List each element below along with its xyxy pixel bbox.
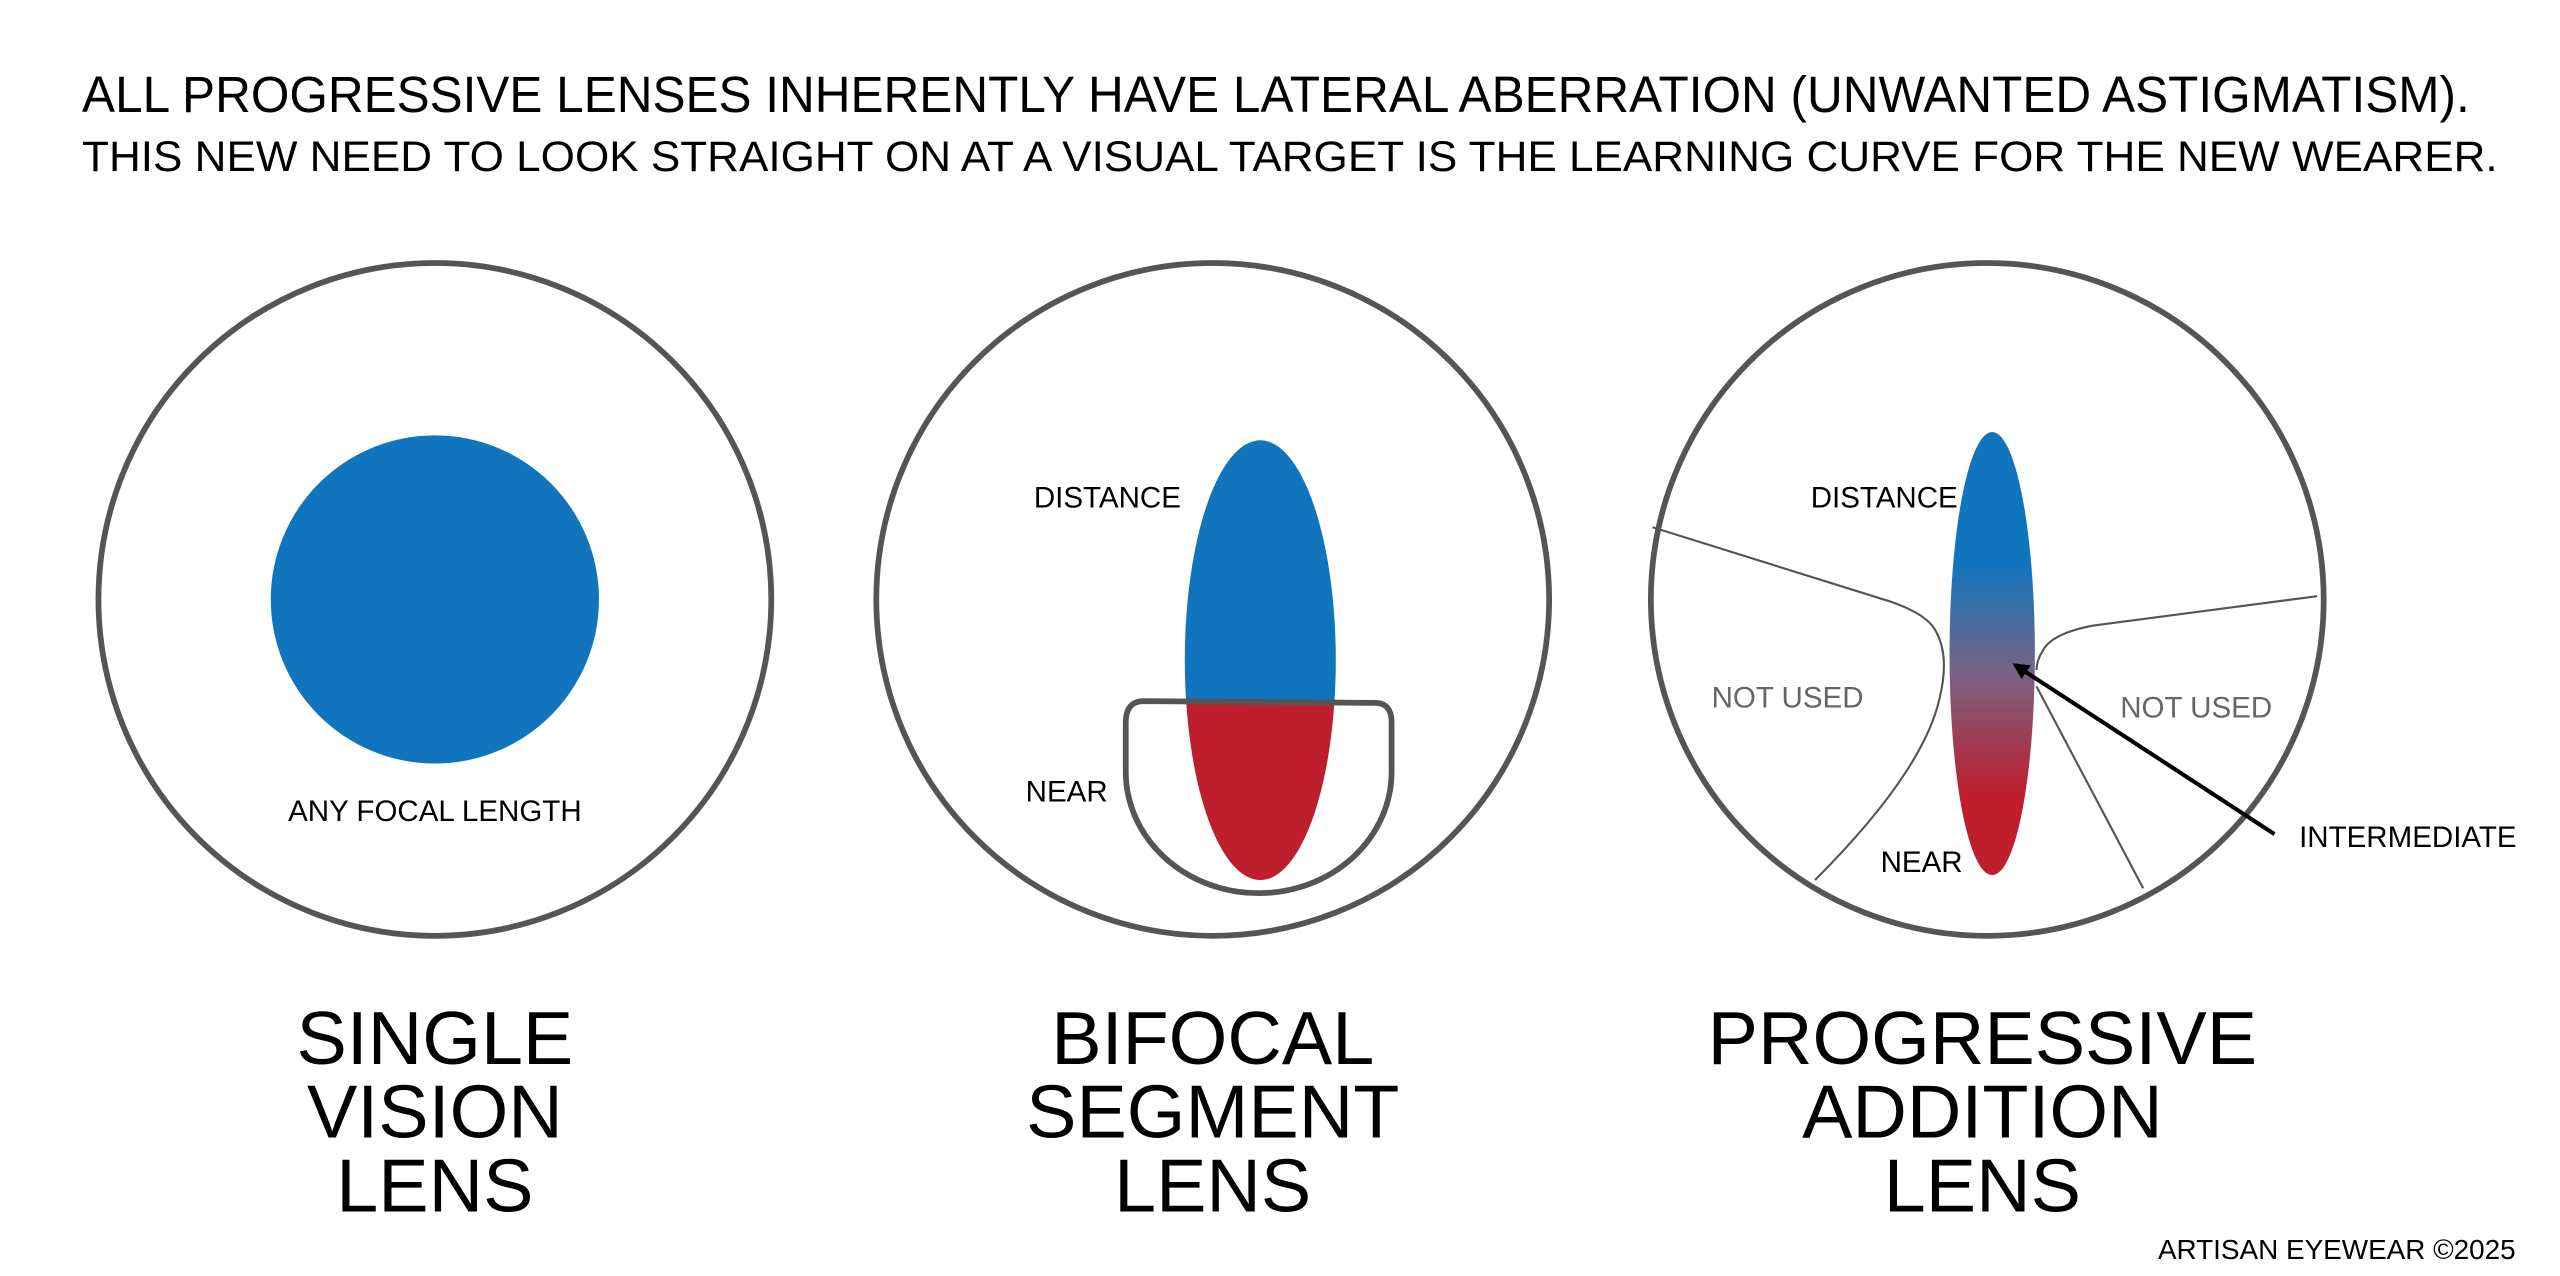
distance-label: DISTANCE: [1811, 482, 1958, 515]
zone-label: ANY FOCAL LENGTH: [288, 795, 582, 828]
lens-title-line: LENS: [1884, 1144, 2081, 1228]
not-used-right-label: NOT USED: [2120, 692, 2272, 725]
bifocal-lens: DISTANCE NEAR BIFOCAL SEGMENT LENS: [873, 260, 1552, 1228]
header-line-1: ALL PROGRESSIVE LENSES INHERENTLY HAVE L…: [82, 66, 2470, 123]
footer-credit: ARTISAN EYEWEAR ©2025: [2158, 1234, 2516, 1265]
near-label: NEAR: [1026, 775, 1108, 808]
focal-zone: [270, 435, 599, 764]
near-zone: [1186, 701, 1335, 880]
lens-title-line: SEGMENT: [1026, 1070, 1399, 1154]
progressive-corridor: [1949, 432, 2035, 876]
single-vision-lens: ANY FOCAL LENGTH SINGLE VISION LENS: [95, 260, 775, 1228]
lens-title-line: BIFOCAL: [1051, 996, 1374, 1080]
aberration-boundary-right-upper: [2035, 595, 2318, 671]
distance-zone: [1184, 440, 1336, 702]
header-line-2: THIS NEW NEED TO LOOK STRAIGHT ON AT A V…: [82, 133, 2498, 181]
lens-title-line: SINGLE: [296, 996, 573, 1080]
aberration-boundary-left: [1652, 526, 1945, 881]
progressive-lens: DISTANCE NOT USED NOT USED NEAR INTERMED…: [1648, 260, 2517, 1228]
near-label: NEAR: [1881, 846, 1963, 879]
bifocal-segment-outline: [1122, 698, 1395, 897]
lens-outline: [95, 260, 775, 939]
intermediate-arrow: [2012, 663, 2276, 836]
lens-title-line: LENS: [1114, 1144, 1311, 1228]
lens-title-line: LENS: [336, 1144, 533, 1228]
lens-title-line: PROGRESSIVE: [1708, 996, 2257, 1080]
lens-outline: [873, 260, 1552, 939]
intermediate-label: INTERMEDIATE: [2299, 821, 2517, 854]
lens-title-line: VISION: [307, 1070, 563, 1154]
not-used-left-label: NOT USED: [1712, 682, 1864, 715]
distance-label: DISTANCE: [1034, 482, 1181, 515]
lens-title-line: ADDITION: [1802, 1070, 2163, 1154]
aberration-boundary-right-lower: [2035, 685, 2145, 889]
lens-outline: [1648, 260, 2327, 939]
